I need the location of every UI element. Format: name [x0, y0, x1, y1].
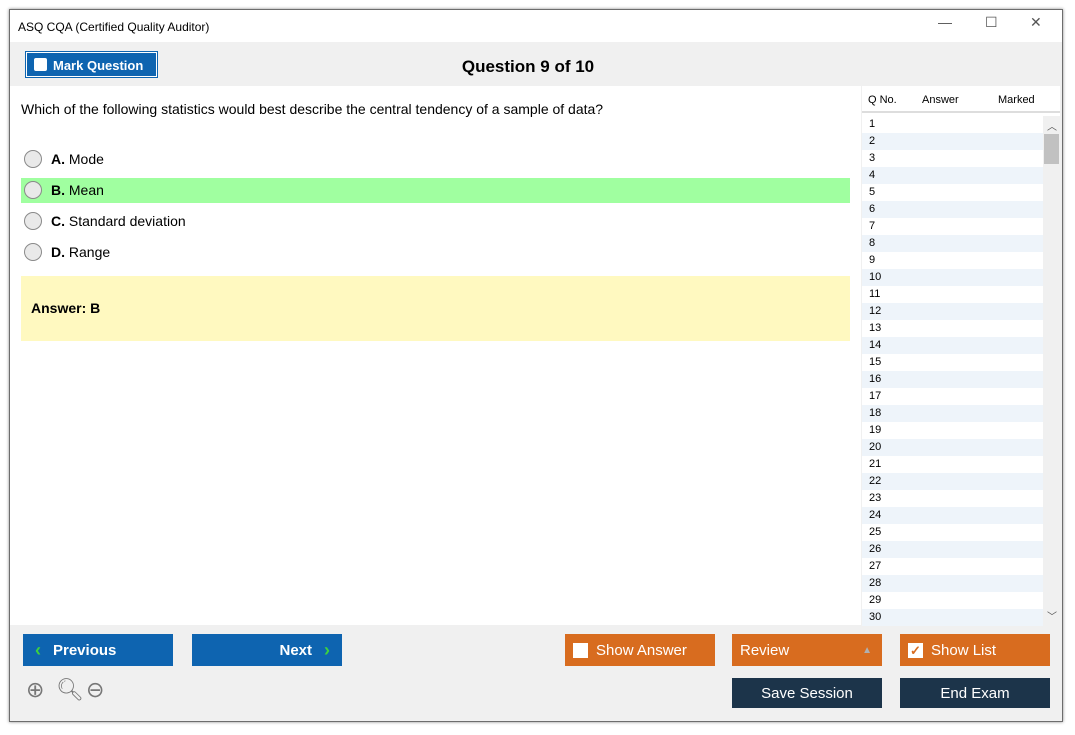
scrollbar-thumb[interactable]: [1044, 134, 1059, 164]
list-row[interactable]: 6: [862, 201, 1043, 218]
list-header: Q No. Answer Marked: [862, 86, 1060, 113]
list-row[interactable]: 2: [862, 133, 1043, 150]
list-row[interactable]: 20: [862, 439, 1043, 456]
answer-box: Answer: B: [21, 276, 850, 341]
checkbox-icon: [573, 642, 588, 658]
question-panel: Which of the following statistics would …: [10, 86, 861, 625]
option-text: Standard deviation: [68, 213, 186, 229]
option-b[interactable]: B. Mean: [21, 178, 850, 203]
list-row[interactable]: 7: [869, 220, 876, 232]
option-d[interactable]: D. Range: [21, 240, 850, 265]
question-text: Which of the following statistics would …: [21, 101, 604, 117]
scroll-up-icon[interactable]: ︿: [1047, 122, 1057, 133]
show-list-label: Show List: [931, 641, 997, 659]
option-a[interactable]: A. Mode: [21, 147, 850, 172]
list-row[interactable]: 17: [869, 390, 882, 402]
review-label: Review: [740, 641, 790, 659]
list-row[interactable]: 9: [869, 254, 876, 266]
question-title: Question 9 of 10: [461, 57, 595, 76]
maximize-button[interactable]: ☐: [985, 14, 998, 30]
chevron-right-icon: ›: [324, 639, 330, 660]
list-row[interactable]: 14: [862, 337, 1043, 354]
list-row[interactable]: 27: [869, 560, 882, 572]
option-text: Mean: [68, 182, 104, 198]
previous-label: Previous: [53, 641, 117, 659]
list-row[interactable]: 15: [869, 356, 882, 368]
show-list-button[interactable]: ✓ Show List: [900, 634, 1050, 666]
next-label: Next: [279, 641, 312, 659]
option-text: Range: [68, 244, 111, 260]
title-bar: ASQ CQA (Certified Quality Auditor) — ☐ …: [10, 10, 1062, 42]
save-session-button[interactable]: Save Session: [732, 678, 882, 708]
list-row[interactable]: 10: [862, 269, 1043, 286]
list-row[interactable]: 11: [869, 288, 881, 300]
header: Mark Question Question 9 of 10: [10, 42, 1062, 86]
col-answer: Answer: [922, 94, 959, 106]
list-row[interactable]: 5: [869, 186, 876, 198]
radio-button[interactable]: [24, 243, 42, 261]
option-text: Mode: [68, 151, 104, 167]
list-row[interactable]: 28: [862, 575, 1043, 592]
zoom-in-icon[interactable]: ⊕: [26, 677, 45, 702]
col-qno: Q No.: [868, 94, 897, 106]
option-letter: C.: [51, 213, 65, 229]
list-row[interactable]: 3: [869, 152, 876, 164]
review-dropdown[interactable]: Review ▲: [732, 634, 882, 666]
radio-button[interactable]: [24, 181, 42, 199]
checkbox-checked-icon: ✓: [908, 642, 923, 658]
list-row[interactable]: 29: [869, 594, 882, 606]
scroll-down-icon[interactable]: ﹀: [1047, 612, 1057, 623]
list-row[interactable]: 18: [862, 405, 1043, 422]
mark-question-button[interactable]: Mark Question: [25, 51, 158, 78]
show-answer-label: Show Answer: [596, 641, 687, 659]
list-row[interactable]: 21: [869, 458, 882, 470]
option-c[interactable]: C. Standard deviation: [21, 209, 850, 234]
checkbox-icon: [34, 58, 47, 71]
app-window: ASQ CQA (Certified Quality Auditor) — ☐ …: [9, 9, 1063, 722]
close-button[interactable]: ✕: [1030, 14, 1042, 30]
list-row[interactable]: 25: [869, 526, 882, 538]
mark-question-label: Mark Question: [53, 58, 144, 73]
list-row[interactable]: 30: [862, 609, 1043, 626]
end-exam-button[interactable]: End Exam: [900, 678, 1050, 708]
chevron-left-icon: ‹: [35, 639, 41, 660]
caret-up-icon: ▲: [862, 644, 872, 656]
list-row[interactable]: 19: [869, 424, 882, 436]
option-letter: B.: [51, 182, 65, 198]
list-row[interactable]: 13: [869, 322, 882, 334]
list-row[interactable]: 24: [862, 507, 1043, 524]
list-row[interactable]: 26: [862, 541, 1043, 558]
list-row[interactable]: 23: [869, 492, 882, 504]
previous-button[interactable]: ‹ Previous: [23, 634, 173, 666]
minimize-button[interactable]: —: [938, 14, 952, 30]
list-row[interactable]: 12: [862, 303, 1043, 320]
list-row[interactable]: 22: [862, 473, 1043, 490]
zoom-reset-icon[interactable]: 🔍︎: [56, 677, 84, 702]
list-row[interactable]: 16: [862, 371, 1043, 388]
next-button[interactable]: Next ›: [192, 634, 342, 666]
zoom-out-icon[interactable]: ⊖: [86, 677, 105, 702]
scrollbar[interactable]: ︿ ﹀: [1043, 116, 1060, 625]
show-answer-button[interactable]: Show Answer: [565, 634, 715, 666]
question-list: Q No. Answer Marked 1 2 3 4 5 6 7 8 9 10 11 12 13 14 1…: [862, 86, 1060, 626]
radio-button[interactable]: [24, 150, 42, 168]
radio-button[interactable]: [24, 212, 42, 230]
list-row[interactable]: 8: [862, 235, 1043, 252]
col-marked: Marked: [998, 94, 1035, 106]
list-row[interactable]: 1: [869, 118, 876, 130]
option-letter: D.: [51, 244, 65, 260]
list-row[interactable]: 4: [862, 167, 1043, 184]
window-title: ASQ CQA (Certified Quality Auditor): [18, 20, 210, 34]
option-letter: A.: [51, 151, 65, 167]
